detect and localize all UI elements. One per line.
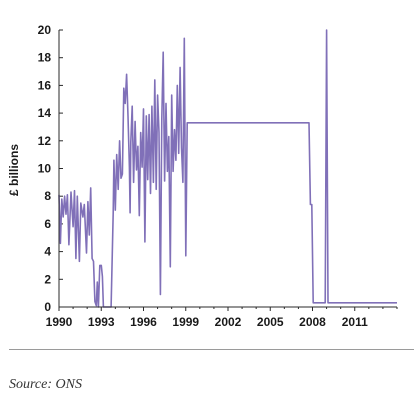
divider-rule: [9, 349, 414, 350]
x-tick-label: 1990: [46, 315, 73, 329]
axes: [58, 30, 397, 308]
y-tick-label: 10: [38, 162, 52, 176]
x-tick-label: 1993: [88, 315, 115, 329]
y-axis-ticks: 0 2 4 6 8 10 12 14 16 18 20: [38, 23, 63, 314]
x-tick-label: 2005: [257, 315, 284, 329]
x-tick-label: 2002: [215, 315, 242, 329]
series-layer: [58, 29, 397, 308]
y-axis-label: £ billions: [7, 144, 21, 196]
y-tick-label: 14: [38, 106, 52, 120]
y-tick-label: 4: [44, 245, 51, 259]
y-tick-label: 8: [44, 189, 51, 203]
y-tick-label: 18: [38, 51, 52, 65]
y-tick-label: 12: [38, 134, 52, 148]
source-note: Source: ONS: [9, 377, 82, 392]
y-tick-label: 20: [38, 23, 52, 37]
y-tick-label: 16: [38, 78, 52, 92]
x-tick-label: 2011: [342, 315, 368, 329]
series-line-0: [58, 29, 397, 308]
x-tick-label: 1999: [172, 315, 199, 329]
y-tick-label: 0: [44, 300, 51, 314]
y-tick-label: 2: [44, 272, 51, 286]
y-tick-label: 6: [44, 217, 51, 231]
x-tick-label: 1996: [130, 315, 157, 329]
x-tick-label: 2008: [299, 315, 326, 329]
x-axis-ticks: 1990 1993 1996 1999 2002 2005 2008 2011: [46, 307, 398, 329]
